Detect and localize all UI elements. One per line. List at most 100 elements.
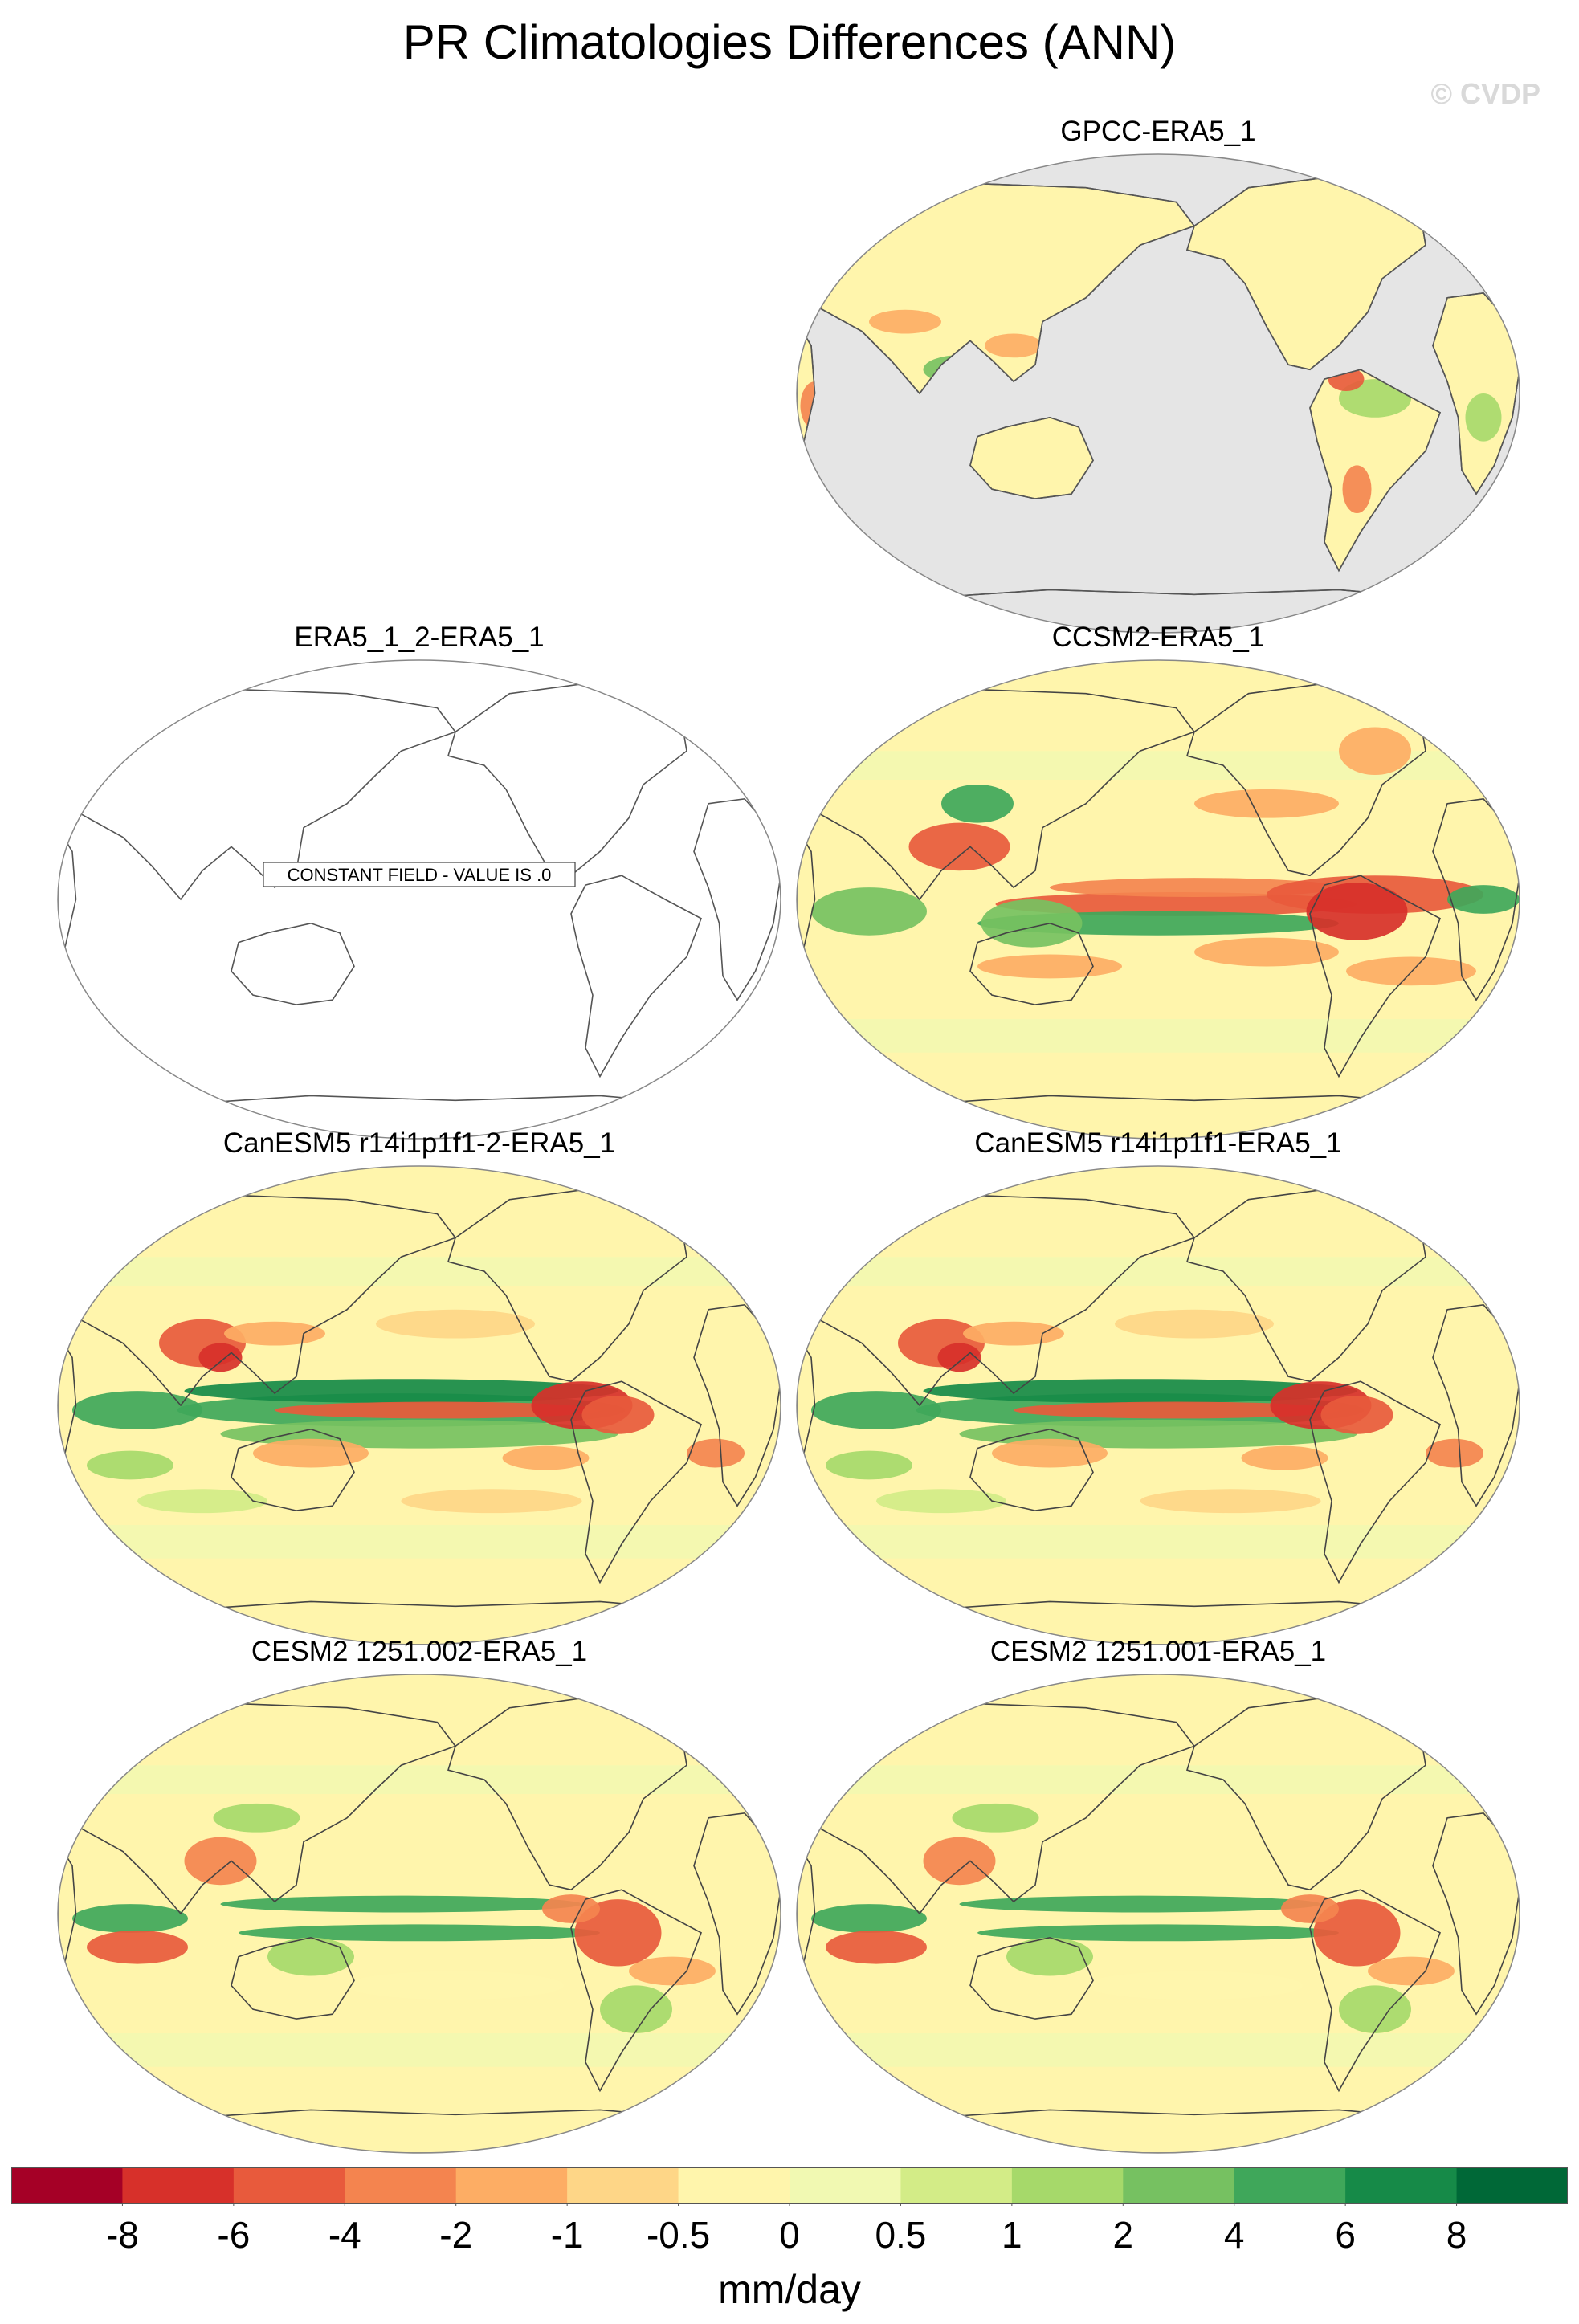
map-canvas bbox=[796, 153, 1520, 634]
anomaly-region bbox=[876, 1489, 1006, 1514]
map-panel-canesm5: CanESM5 r14i1p1f1-ERA5_1 bbox=[795, 1127, 1521, 1646]
anomaly-region bbox=[826, 1930, 927, 1964]
colorbar-tick-label: 0 bbox=[779, 2214, 800, 2256]
anomaly-region bbox=[977, 954, 1122, 979]
anomaly-region bbox=[275, 1401, 600, 1419]
anomaly-region bbox=[811, 1904, 927, 1933]
anomaly-region bbox=[1346, 956, 1476, 986]
coastline-australia bbox=[969, 1428, 1094, 1511]
coastline-asia bbox=[58, 1702, 457, 1915]
coastline-australia bbox=[969, 1936, 1094, 2020]
constant-field-note: CONSTANT FIELD - VALUE IS .0 bbox=[263, 862, 576, 887]
colorbar-tick-label: 4 bbox=[1224, 2214, 1245, 2256]
anomaly-region bbox=[869, 309, 941, 334]
anomaly-region bbox=[629, 1956, 716, 1986]
colorbar-tick-label: -2 bbox=[439, 2214, 472, 2256]
map-panel-cesm2-001: CESM2 1251.001-ERA5_1 bbox=[795, 1636, 1521, 2155]
colorbar-swatch bbox=[11, 2167, 123, 2203]
coastline-asia bbox=[797, 1193, 1196, 1407]
panel-title: ERA5_1_2-ERA5_1 bbox=[294, 622, 545, 653]
anomaly-region bbox=[1313, 1899, 1401, 1967]
anomaly-region bbox=[198, 1343, 243, 1372]
anomaly-region bbox=[1050, 878, 1339, 898]
colorbar: -8 -6 -4 -2 -1 -0.5 0 0.5 1 2 4 6 8 bbox=[11, 2167, 1568, 2256]
coastline-africa bbox=[797, 825, 816, 972]
map-border bbox=[57, 659, 781, 1140]
map-border bbox=[796, 1674, 1520, 2154]
map-border bbox=[796, 1165, 1520, 1645]
colorbar-swatch bbox=[122, 2167, 235, 2203]
colorbar-swatch bbox=[1456, 2167, 1568, 2203]
coastline-greenland bbox=[1439, 1682, 1507, 1747]
anomaly-region bbox=[213, 1803, 300, 1833]
coastline-asia bbox=[58, 687, 457, 901]
map-canvas bbox=[796, 659, 1520, 1140]
coastline-greenland bbox=[1439, 1174, 1507, 1239]
map-canvas bbox=[57, 1674, 781, 2154]
anomaly-region bbox=[1339, 1985, 1411, 2033]
anomaly-region bbox=[1281, 1894, 1339, 1923]
coastline-africa bbox=[58, 825, 77, 972]
anomaly-region bbox=[826, 1450, 912, 1480]
colorbar-swatch bbox=[678, 2167, 790, 2203]
anomaly-region bbox=[952, 1803, 1039, 1833]
anomaly-region bbox=[959, 1895, 1321, 1913]
colorbar-swatch bbox=[567, 2167, 679, 2203]
panel-title: CanESM5 r14i1p1f1-ERA5_1 bbox=[974, 1127, 1342, 1159]
coastline-australia bbox=[231, 1428, 355, 1511]
anomaly-region bbox=[1194, 937, 1339, 967]
panel-title: CanESM5 r14i1p1f1-2-ERA5_1 bbox=[222, 1127, 616, 1159]
anomaly-region bbox=[72, 1904, 188, 1933]
anomaly-region bbox=[963, 1321, 1064, 1346]
map-panel-canesm5-2: CanESM5 r14i1p1f1-2-ERA5_1 bbox=[56, 1127, 782, 1646]
colorbar-swatch bbox=[1011, 2167, 1124, 2203]
anomaly-region bbox=[600, 1985, 672, 2033]
anomaly-region bbox=[574, 1899, 662, 1967]
anomaly-region bbox=[923, 1379, 1357, 1404]
anomaly-region bbox=[923, 1837, 996, 1886]
anomaly-region bbox=[937, 1343, 981, 1372]
anomaly-region bbox=[239, 1924, 600, 1942]
colorbar-tick-label: -6 bbox=[217, 2214, 250, 2256]
map-background bbox=[58, 660, 781, 1139]
colorbar-swatch bbox=[455, 2167, 568, 2203]
anomaly-region bbox=[184, 1379, 618, 1404]
map-panel-cesm2-002: CESM2 1251.002-ERA5_1 bbox=[56, 1636, 782, 2155]
map-border bbox=[57, 1674, 781, 2154]
constant-field-note-text: CONSTANT FIELD - VALUE IS .0 bbox=[288, 865, 552, 885]
anomaly-region bbox=[581, 1396, 655, 1434]
anomaly-region bbox=[1368, 1956, 1455, 1986]
chart-title: PR Climatologies Differences (ANN) bbox=[402, 15, 1177, 69]
colorbar-tick-label: -1 bbox=[551, 2214, 584, 2256]
anomaly-region bbox=[1320, 1396, 1393, 1434]
coastline-asia bbox=[58, 1193, 457, 1407]
map-canvas: CONSTANT FIELD - VALUE IS .0 bbox=[57, 659, 781, 1140]
colorbar-tick-label: 1 bbox=[1002, 2214, 1022, 2256]
anomaly-region bbox=[1194, 789, 1339, 818]
anomaly-region bbox=[87, 1450, 173, 1480]
colorbar-tick-label: 0.5 bbox=[875, 2214, 926, 2256]
map-panel-gpcc: GPCC-ERA5_1 bbox=[795, 116, 1521, 634]
anomaly-region bbox=[1426, 1438, 1483, 1468]
colorbar-tick-label: 2 bbox=[1112, 2214, 1133, 2256]
anomaly-region bbox=[908, 822, 1010, 871]
colorbar-tick-label: -4 bbox=[328, 2214, 361, 2256]
map-canvas bbox=[57, 1165, 781, 1645]
anomaly-region bbox=[1241, 1445, 1328, 1470]
anomaly-region bbox=[401, 1489, 582, 1514]
coastline-africa bbox=[58, 1839, 77, 1986]
anomaly-region bbox=[376, 1309, 535, 1339]
coastline-samerica bbox=[1309, 1889, 1441, 2093]
anomaly-region bbox=[184, 1837, 257, 1886]
anomaly-region bbox=[811, 1391, 941, 1429]
panel-title: GPCC-ERA5_1 bbox=[1060, 116, 1256, 147]
anomaly-region bbox=[137, 1489, 267, 1514]
coastline-greenland bbox=[700, 668, 768, 733]
coastline-samerica bbox=[570, 1889, 702, 2093]
anomaly-region bbox=[220, 1895, 582, 1913]
map-canvas bbox=[796, 1165, 1520, 1645]
coastline-africa bbox=[797, 1331, 816, 1478]
anomaly-region bbox=[253, 1438, 369, 1468]
anomaly-region bbox=[687, 1438, 745, 1468]
colorbar-tick-label: -8 bbox=[106, 2214, 139, 2256]
